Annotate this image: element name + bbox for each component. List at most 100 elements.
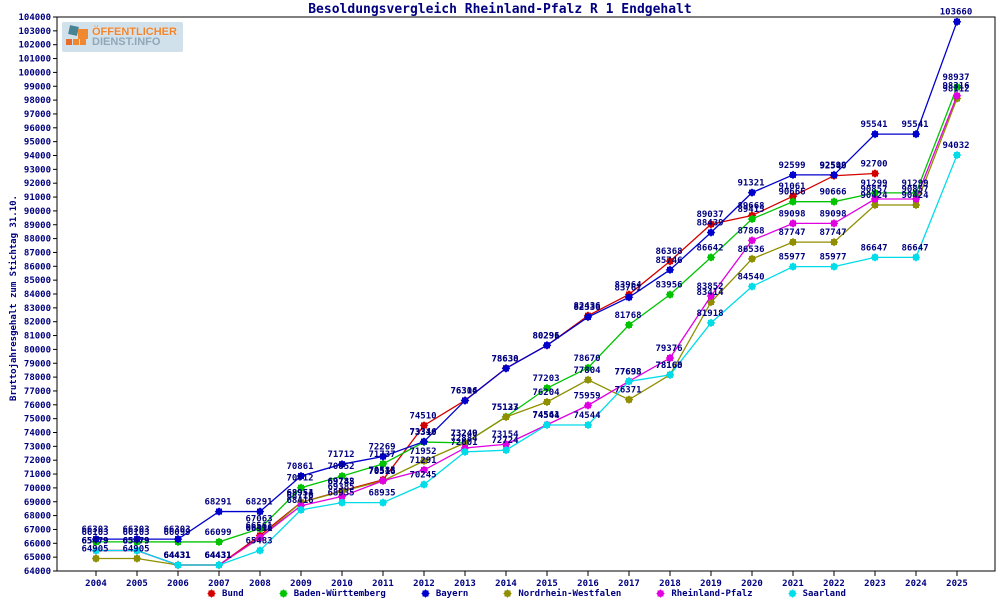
y-tick-label: 86000	[24, 262, 51, 272]
point-label: 64431	[163, 551, 190, 561]
point-label: 70516	[368, 467, 395, 477]
point-label: 88439	[696, 219, 723, 229]
x-tick-label: 2005	[126, 579, 148, 589]
point-label: 75137	[491, 403, 518, 413]
point-label: 66303	[122, 525, 149, 535]
point-label: 86368	[655, 247, 682, 257]
point-label: 68416	[286, 496, 313, 506]
point-label: 71952	[409, 447, 436, 457]
point-label: 89415	[737, 205, 764, 215]
point-label: 65479	[81, 537, 108, 547]
legend-item-Bayern: Bayern	[420, 588, 468, 599]
point-label: 83414	[696, 288, 724, 298]
y-tick-label: 80000	[24, 345, 51, 355]
y-tick-label: 90000	[24, 207, 51, 217]
point-label: 90857	[860, 185, 887, 195]
point-label: 92599	[819, 161, 846, 171]
point-label: 68954	[286, 488, 314, 498]
point-label: 72724	[491, 436, 519, 446]
x-tick-label: 2013	[454, 579, 476, 589]
x-tick-label: 2011	[372, 579, 394, 589]
point-label: 78165	[655, 361, 682, 371]
y-tick-label: 69000	[24, 498, 51, 508]
point-label: 70012	[286, 474, 313, 484]
point-label: 75123	[491, 403, 518, 413]
y-tick-label: 79000	[24, 359, 51, 369]
point-label: 69385	[327, 482, 354, 492]
legend-label: Saarland	[802, 588, 846, 599]
point-label: 68935	[368, 489, 395, 499]
point-label: 90666	[819, 188, 846, 198]
site-logo[interactable]: ÖFFENTLICHER DIENST.INFO	[62, 22, 183, 52]
point-label: 85746	[655, 256, 682, 266]
point-label: 68291	[204, 498, 231, 508]
y-tick-label: 97000	[24, 110, 51, 120]
point-label: 89668	[737, 201, 764, 211]
y-tick-label: 95000	[24, 138, 51, 148]
y-tick-label: 92000	[24, 179, 51, 189]
x-tick-label: 2008	[249, 579, 271, 589]
point-label: 66416	[245, 524, 272, 534]
x-tick-label: 2009	[290, 579, 312, 589]
y-tick-label: 85000	[24, 276, 51, 286]
point-label: 72884	[450, 434, 478, 444]
point-label: 86647	[901, 243, 928, 253]
point-label: 64431	[204, 551, 231, 561]
y-tick-label: 72000	[24, 456, 51, 466]
point-label: 80296	[532, 331, 559, 341]
chart-title: Besoldungsvergleich Rheinland-Pfalz R 1 …	[308, 2, 692, 17]
point-label: 86642	[696, 243, 723, 253]
point-label: 86536	[737, 245, 764, 255]
y-tick-label: 66000	[24, 539, 51, 549]
point-label: 83761	[614, 283, 641, 293]
legend-item-Nordrhein-Westfalen: Nordrhein-Westfalen	[502, 588, 621, 599]
x-tick-label: 2025	[946, 579, 968, 589]
y-tick-label: 82000	[24, 318, 51, 328]
point-label: 70245	[409, 471, 436, 481]
y-tick-label: 64000	[24, 567, 51, 577]
logo-text: ÖFFENTLICHER DIENST.INFO	[92, 27, 177, 48]
y-tick-label: 78000	[24, 373, 51, 383]
x-tick-label: 2022	[823, 579, 845, 589]
y-tick-label: 68000	[24, 512, 51, 522]
y-tick-label: 102000	[18, 41, 51, 51]
point-label: 84540	[737, 273, 764, 283]
point-label: 92700	[860, 160, 887, 170]
point-label: 64905	[81, 544, 108, 554]
x-tick-label: 2004	[85, 579, 107, 589]
point-label: 66103	[122, 528, 149, 538]
y-tick-label: 93000	[24, 165, 51, 175]
y-tick-label: 87000	[24, 248, 51, 258]
legend-marker-icon	[656, 589, 666, 598]
point-label: 68291	[245, 498, 272, 508]
legend-item-Baden-Württemberg: Baden-Württemberg	[278, 588, 386, 599]
point-label: 75959	[573, 391, 600, 401]
point-label: 78630	[491, 354, 518, 364]
y-tick-label: 89000	[24, 221, 51, 231]
point-label: 91299	[860, 179, 887, 189]
point-label: 64431	[163, 551, 190, 561]
point-label: 65479	[81, 537, 108, 547]
y-tick-label: 75000	[24, 415, 51, 425]
y-tick-label: 100000	[18, 68, 51, 78]
point-label: 74544	[573, 411, 601, 421]
x-tick-label: 2024	[905, 579, 927, 589]
y-tick-label: 83000	[24, 304, 51, 314]
point-label: 80291	[532, 331, 559, 341]
point-label: 73310	[409, 428, 436, 438]
point-label: 81918	[696, 309, 723, 319]
point-label: 76304	[450, 387, 478, 397]
x-tick-label: 2021	[782, 579, 804, 589]
legend-item-Saarland: Saarland	[787, 588, 846, 599]
point-label: 64431	[204, 551, 231, 561]
legend-label: Baden-Württemberg	[293, 588, 386, 599]
y-tick-label: 76000	[24, 401, 51, 411]
point-label: 91061	[778, 182, 805, 192]
legend-label: Bund	[222, 588, 244, 599]
point-label: 83956	[655, 281, 682, 291]
point-label: 87747	[819, 228, 846, 238]
y-tick-label: 99000	[24, 82, 51, 92]
point-label: 65479	[122, 537, 149, 547]
x-tick-label: 2019	[700, 579, 722, 589]
point-label: 81768	[614, 311, 641, 321]
